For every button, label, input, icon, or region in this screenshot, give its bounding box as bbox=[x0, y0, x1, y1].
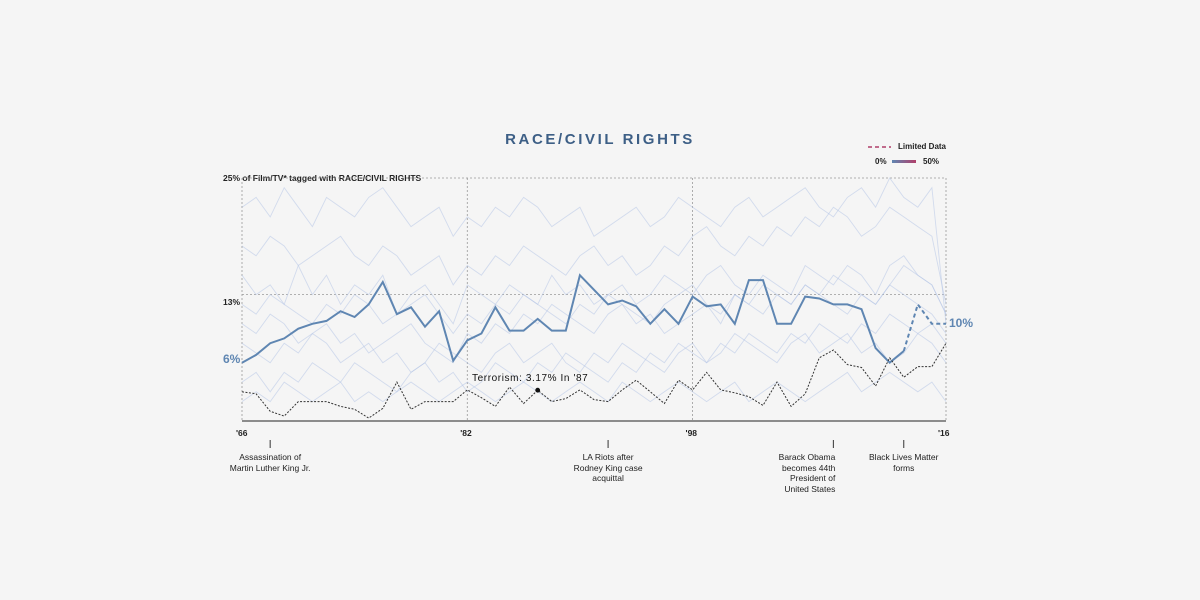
event-label: LA Riots after Rodney King case acquitta… bbox=[573, 452, 643, 483]
legend-scale-min: 0% bbox=[875, 157, 887, 166]
event-label: Barack Obama becomes 44th President of U… bbox=[778, 452, 836, 494]
x-tick-label: '66 bbox=[236, 428, 248, 438]
background-series-line bbox=[241, 313, 947, 393]
x-tick-label: '16 bbox=[938, 428, 950, 438]
legend-limited-data: Limited Data bbox=[898, 142, 947, 151]
race-civil-rights-limited-data-line bbox=[902, 302, 946, 352]
background-series-line bbox=[241, 206, 947, 305]
start-value-label: 6% bbox=[223, 352, 241, 366]
terrorism-annotation: Terrorism: 3.17% In '87 bbox=[472, 373, 589, 384]
legend-gradient-swatch bbox=[892, 160, 916, 163]
x-tick-label: '82 bbox=[460, 428, 472, 438]
background-series-line bbox=[241, 264, 947, 335]
background-series-line bbox=[241, 284, 947, 364]
legend-scale-max: 50% bbox=[923, 157, 940, 166]
terrorism-line bbox=[241, 342, 947, 419]
background-series-line bbox=[241, 332, 947, 374]
race-civil-rights-line bbox=[241, 273, 905, 365]
legend-marks bbox=[868, 146, 916, 163]
terrorism-point bbox=[535, 387, 541, 393]
event-label: Assassination of Martin Luther King Jr. bbox=[229, 452, 311, 473]
chart-title: RACE/CIVIL RIGHTS bbox=[505, 131, 695, 148]
x-tick-label: '98 bbox=[685, 428, 698, 438]
background-series-line bbox=[241, 371, 947, 403]
background-series-line bbox=[241, 177, 947, 324]
legend: Limited Data 0% 50% bbox=[862, 141, 962, 171]
end-value-label: 10% bbox=[949, 316, 974, 330]
event-label: Black Lives Matter forms bbox=[869, 452, 939, 473]
y-mid-label: 13% bbox=[223, 297, 241, 307]
